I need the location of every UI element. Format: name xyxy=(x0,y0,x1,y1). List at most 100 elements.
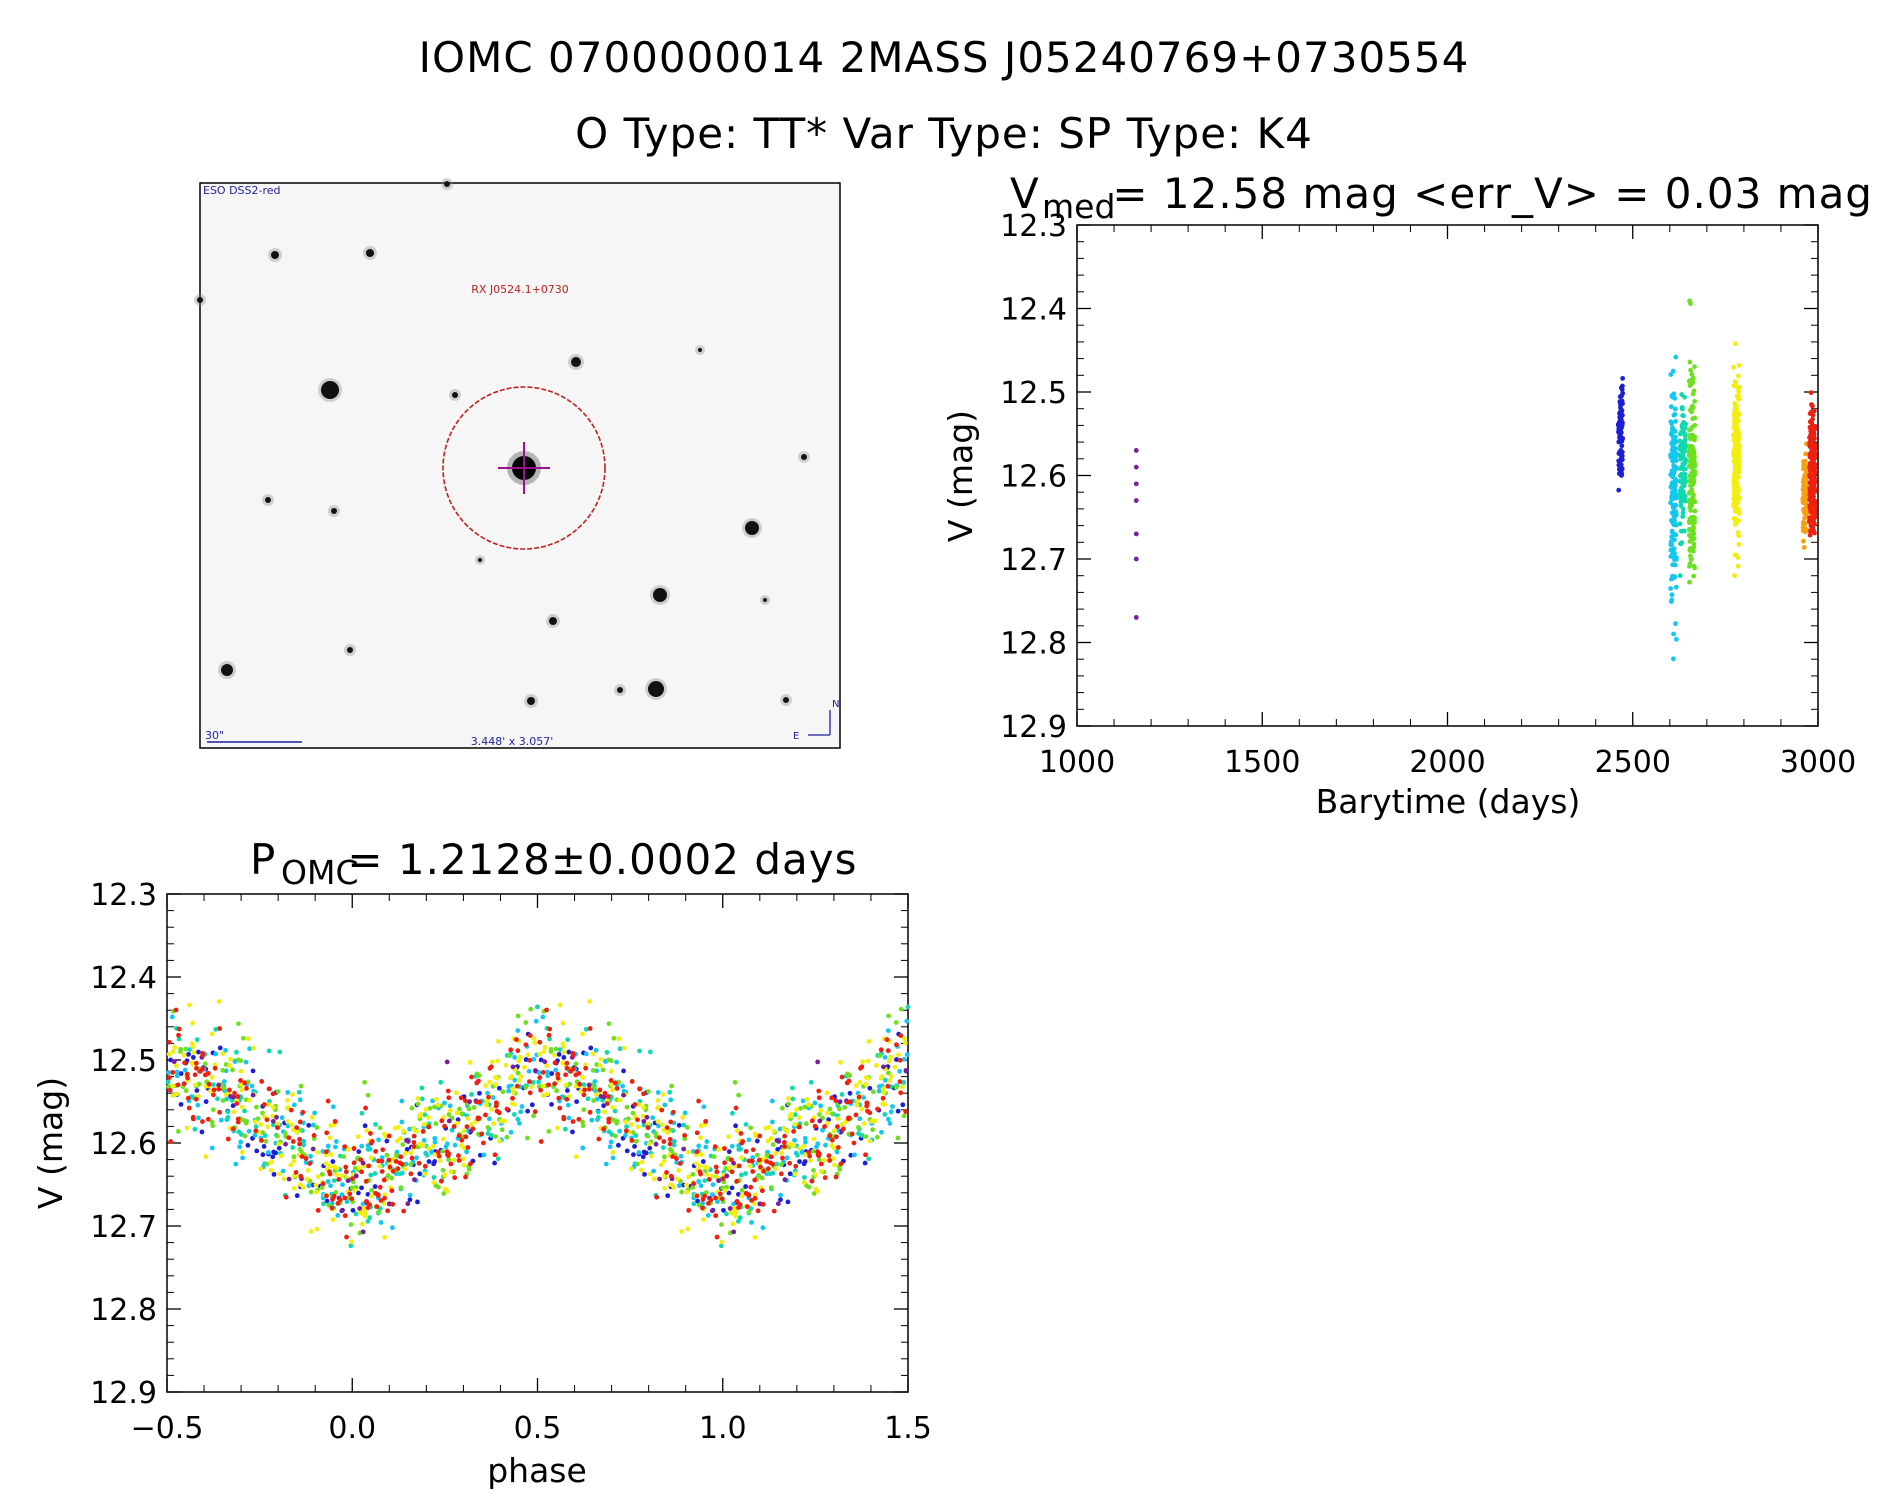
phase-point-epoch8 xyxy=(629,1138,635,1143)
phase-point-epoch5 xyxy=(580,1123,586,1129)
phase-point-epoch6 xyxy=(684,1189,690,1195)
phase-point-epoch2 xyxy=(294,1193,300,1199)
phase-point-epoch5 xyxy=(548,1049,554,1054)
lightcurve-point-epoch3 xyxy=(1671,554,1677,559)
phase-point-epoch6 xyxy=(323,1161,329,1167)
phase-point-epoch8 xyxy=(212,1065,218,1071)
phase-point-epoch5 xyxy=(646,1089,651,1094)
phase-point-epoch8 xyxy=(307,1161,313,1166)
phase-point-epoch6 xyxy=(853,1083,859,1088)
phase-point-epoch8 xyxy=(757,1133,763,1139)
phase-point-epoch6 xyxy=(170,1093,176,1098)
phase-point-epoch8 xyxy=(452,1175,458,1181)
phase-point-epoch6 xyxy=(674,1176,680,1182)
phase-point-epoch6 xyxy=(313,1182,319,1188)
phase-point-epoch5 xyxy=(240,1035,246,1041)
lightcurve-point-epoch5 xyxy=(1691,526,1696,531)
phase-point-epoch8 xyxy=(420,1129,426,1134)
phase-point-epoch6 xyxy=(358,1209,363,1215)
phase-point-epoch6 xyxy=(747,1163,753,1169)
phase-point-epoch3 xyxy=(823,1142,828,1148)
lightcurve-point-epoch5 xyxy=(1691,456,1697,462)
phase-point-epoch8 xyxy=(827,1157,833,1163)
phase-point-epoch8 xyxy=(734,1199,740,1205)
lightcurve-point-epoch2 xyxy=(1620,375,1626,381)
lightcurve-point-epoch3 xyxy=(1669,547,1675,553)
phase-point-epoch8 xyxy=(193,1096,199,1102)
phase-point-epoch8 xyxy=(324,1193,329,1199)
phase-point-epoch6 xyxy=(739,1155,745,1161)
phase-point-epoch8 xyxy=(702,1193,708,1199)
lightcurve-point-epoch8 xyxy=(1811,499,1817,504)
phase-point-epoch6 xyxy=(368,1155,374,1161)
phase-point-epoch7 xyxy=(283,1141,288,1147)
finder-star xyxy=(571,357,581,367)
lightcurve-point-epoch3 xyxy=(1671,412,1677,418)
phase-point-epoch6 xyxy=(829,1142,835,1148)
phase-point-epoch8 xyxy=(445,1153,451,1159)
finder-star xyxy=(271,251,279,259)
phase-point-epoch8 xyxy=(807,1153,813,1159)
phase-point-epoch2 xyxy=(640,1154,646,1160)
phase-point-epoch7 xyxy=(357,1206,363,1211)
finder-star xyxy=(444,181,450,187)
phase-point-epoch5 xyxy=(409,1105,415,1111)
phase-point-epoch3 xyxy=(557,1047,563,1052)
phase-point-epoch5 xyxy=(238,1058,244,1064)
phase-point-epoch6 xyxy=(888,1054,894,1060)
phase-point-epoch6 xyxy=(430,1143,436,1149)
phase-point-epoch8 xyxy=(380,1147,386,1153)
finder-star xyxy=(265,497,271,503)
phase-point-epoch5 xyxy=(400,1142,406,1147)
phase-point-epoch2 xyxy=(254,1148,260,1154)
phase-point-epoch4 xyxy=(234,1049,239,1055)
phase-point-epoch3 xyxy=(746,1137,752,1143)
phase-point-epoch6 xyxy=(732,1209,738,1215)
phase-point-epoch8 xyxy=(835,1124,840,1130)
lightcurve-point-epoch3 xyxy=(1668,540,1674,545)
phase-point-epoch6 xyxy=(861,1121,867,1127)
phase-point-epoch8 xyxy=(375,1193,381,1198)
phase-point-epoch6 xyxy=(441,1136,446,1142)
lightcurve-point-epoch2 xyxy=(1616,466,1622,472)
phase-point-epoch6 xyxy=(238,1068,244,1074)
phase-point-epoch5 xyxy=(202,1061,208,1067)
phase-point-epoch8 xyxy=(411,1133,417,1139)
phase-point-epoch8 xyxy=(439,1118,445,1124)
phase-point-epoch5 xyxy=(626,1116,631,1122)
phase-point-epoch2 xyxy=(665,1193,671,1199)
phase-point-epoch2 xyxy=(525,1108,531,1114)
phase-point-epoch3 xyxy=(592,1079,598,1084)
lightcurve-point-epoch4 xyxy=(1677,478,1683,484)
phase-point-epoch8 xyxy=(363,1178,369,1184)
phase-point-epoch7 xyxy=(405,1139,411,1144)
phase-point-epoch6 xyxy=(510,1086,516,1092)
compass-east-label: E xyxy=(793,731,799,742)
phase-point-epoch8 xyxy=(290,1139,296,1144)
phase-point-epoch6 xyxy=(598,1056,604,1062)
phase-point-epoch2 xyxy=(270,1154,276,1160)
phase-point-epoch3 xyxy=(285,1123,291,1129)
phase-point-epoch6 xyxy=(655,1098,661,1103)
target-circle xyxy=(442,386,606,550)
phase-point-epoch2 xyxy=(867,1085,873,1091)
phase-point-epoch3 xyxy=(182,1067,188,1073)
phase-point-epoch8 xyxy=(717,1191,723,1197)
phase-point-epoch3 xyxy=(452,1142,458,1148)
phase-point-epoch6 xyxy=(328,1152,334,1157)
phase-point-epoch6 xyxy=(509,1101,515,1107)
lightcurve-point-epoch3 xyxy=(1671,464,1677,470)
phase-point-epoch8 xyxy=(556,1095,562,1101)
phase-point-epoch7 xyxy=(345,1178,351,1184)
phase-point-epoch4 xyxy=(802,1175,807,1180)
phase-point-epoch8 xyxy=(736,1163,742,1169)
phase-point-epoch8 xyxy=(492,1152,498,1158)
phase-point-epoch3 xyxy=(221,1079,227,1084)
phase-point-epoch3 xyxy=(885,1116,891,1122)
phase-point-epoch4 xyxy=(667,1089,673,1095)
phase-point-epoch2 xyxy=(356,1149,362,1155)
phase-point-epoch6 xyxy=(808,1158,813,1164)
phase-point-epoch4 xyxy=(641,1122,647,1128)
phase-point-epoch8 xyxy=(670,1154,675,1159)
phase-point-epoch8 xyxy=(746,1193,752,1198)
